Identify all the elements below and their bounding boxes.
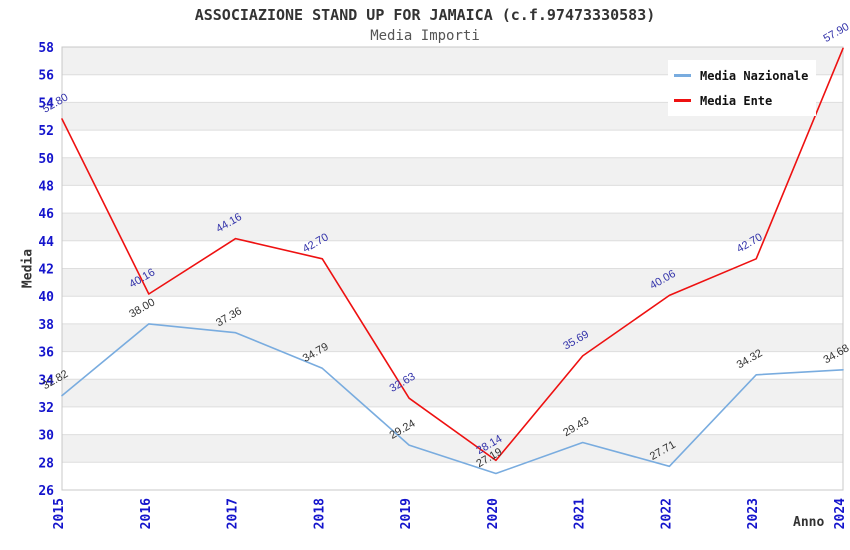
y-tick-label: 38 [38,318,54,333]
media-ente-swatch-icon [674,99,691,102]
grid-band [62,434,843,463]
x-tick-label: 2018 [312,498,327,529]
chart-title: ASSOCIAZIONE STAND UP FOR JAMAICA (c.f.9… [194,6,656,24]
y-tick-label: 36 [38,346,54,361]
legend-label: Media Nazionale [700,68,809,83]
y-tick-label: 34 [38,373,54,388]
y-tick-label: 44 [38,235,54,250]
y-tick-label: 56 [38,69,54,84]
grid-band [62,323,843,352]
media-nazionale-swatch-icon [674,74,691,77]
x-tick-label: 2021 [573,498,588,529]
series-line-media-ente [61,47,844,462]
x-tick-label: 2023 [746,498,761,529]
legend: Media Nazionale Media Ente [668,60,817,116]
y-tick-label: 46 [38,207,54,222]
y-tick-label: 28 [38,456,54,471]
x-tick-label: 2017 [226,498,241,529]
y-tick-label: 26 [38,484,54,499]
y-tick-label: 58 [38,41,54,56]
y-tick-label: 40 [38,290,54,305]
x-tick-label: 2019 [399,498,414,529]
x-axis-title: Anno [793,515,825,530]
x-tick-label: 2016 [139,498,154,529]
y-tick-label: 48 [38,179,54,194]
grid-band [62,268,843,297]
grid-band [62,157,843,186]
plot-border [61,46,844,491]
y-tick-label: 30 [38,429,54,444]
series-line-media-nazionale [61,323,844,475]
legend-item-media-ente: Media Ente [674,88,808,113]
y-tick-label: 54 [38,96,54,111]
x-tick-label: 2024 [833,498,848,529]
y-tick-label: 50 [38,152,54,167]
grid-band [62,213,843,241]
legend-label: Media Ente [700,93,773,108]
x-tick-label: 2022 [659,498,674,529]
x-tick-label: 2020 [486,498,501,529]
y-tick-label: 52 [38,124,54,139]
x-tick-label: 2015 [52,498,67,529]
y-tick-label: 32 [38,401,54,416]
grid-band [62,379,843,407]
chart-subtitle: Media Importi [370,28,480,44]
legend-item-media-nazionale: Media Nazionale [674,63,808,88]
point-label-media-nazionale: 38.00 [127,296,157,320]
y-axis-title: Media [20,248,36,289]
y-tick-label: 42 [38,263,54,278]
